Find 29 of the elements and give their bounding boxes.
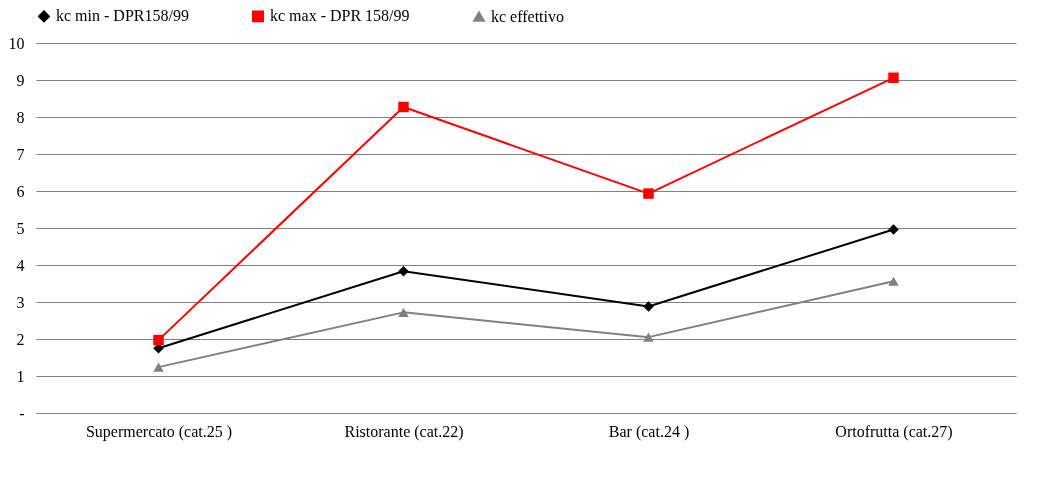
point: [888, 276, 899, 286]
y-tick-label: -: [19, 404, 25, 422]
legend-label: kc effettivo: [491, 7, 565, 25]
y-tick-label: 9: [16, 71, 25, 89]
y-tick-label: 4: [16, 256, 25, 274]
x-tick-label: Ristorante (cat.22): [344, 422, 464, 441]
x-tick-label: Ortofrutta (cat.27): [835, 422, 953, 441]
y-tick-label: 2: [16, 330, 25, 348]
y-tick-label: 8: [16, 108, 25, 126]
point: [888, 72, 899, 84]
y-tick-label: 1: [16, 367, 25, 385]
point: [643, 188, 654, 199]
point: [153, 362, 164, 372]
point: [888, 224, 899, 235]
point: [398, 307, 409, 317]
legend-label: kc max - DPR 158/99: [270, 7, 410, 25]
point: [643, 332, 654, 342]
point: [398, 266, 409, 277]
point: [153, 334, 164, 346]
y-tick-label: 3: [16, 293, 25, 311]
y-tick-label: 10: [8, 34, 25, 52]
x-tick-label: Bar (cat.24 ): [608, 422, 690, 441]
y-tick-label: 6: [16, 182, 25, 200]
y-tick-label: 5: [16, 219, 25, 237]
y-tick-label: 7: [16, 145, 25, 163]
legend-label: kc min - DPR158/99: [56, 7, 189, 25]
point: [398, 101, 409, 113]
point: [643, 301, 654, 312]
x-tick-label: Supermercato (cat.25 ): [85, 422, 233, 441]
